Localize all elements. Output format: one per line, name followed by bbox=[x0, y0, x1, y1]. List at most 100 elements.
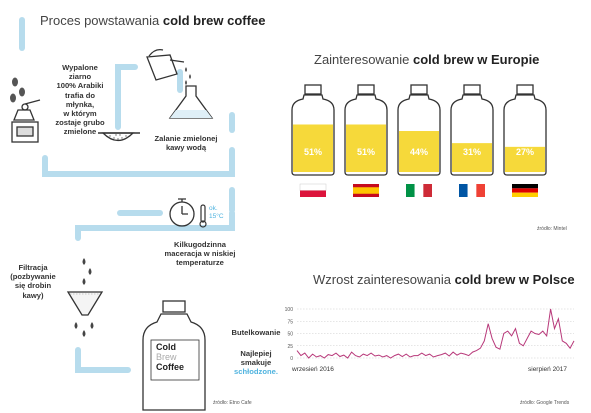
y-tick-label: 50 bbox=[287, 332, 293, 338]
temperature-line: 15°C bbox=[209, 213, 224, 220]
step-water-line: Zalanie zmielonej bbox=[154, 134, 218, 143]
grinder-icon bbox=[11, 99, 41, 143]
step-grind-line: zmielone bbox=[63, 127, 97, 137]
step-filter-line: (pozbywanie bbox=[10, 272, 56, 282]
bottle-cap bbox=[463, 84, 481, 95]
bottle-bar: 51% bbox=[291, 84, 335, 197]
bottle-outline bbox=[344, 94, 388, 176]
step-grind-line: trafia do bbox=[65, 90, 95, 100]
bottle-liquid bbox=[452, 143, 492, 172]
x-end-label: sierpień 2017 bbox=[528, 366, 568, 373]
flag-icon bbox=[459, 184, 485, 197]
process-title-bold: cold brew coffee bbox=[162, 13, 266, 28]
step-serve-line: smakuje bbox=[240, 358, 272, 368]
thermometer-icon bbox=[199, 204, 207, 228]
pipe-to-filter bbox=[75, 210, 235, 241]
timer-icon bbox=[169, 198, 195, 227]
bottle-cap bbox=[304, 84, 322, 95]
bottle-cap bbox=[516, 84, 534, 95]
step-grind-line: 100% Arabiki bbox=[56, 81, 104, 91]
step-maceration-line: maceracja w niskiej bbox=[164, 249, 236, 259]
process-title-text: Proces powstawania bbox=[40, 13, 163, 28]
bottle-liquid bbox=[505, 146, 545, 172]
step-grind-line: zostaje grubo bbox=[55, 118, 105, 128]
step-grind-line: w którym bbox=[63, 109, 97, 119]
process-source: źródło: Etno Cafe bbox=[213, 400, 252, 406]
bottle-label-coffee: Coffee bbox=[156, 362, 185, 372]
flag-icon bbox=[353, 184, 379, 197]
bottle-value-label: 27% bbox=[516, 147, 534, 157]
step-serve-highlight: schłodzone. bbox=[234, 367, 278, 377]
pipe-grinder-to-water bbox=[42, 147, 235, 177]
europe-title-bold: cold brew w Europie bbox=[413, 52, 540, 67]
step-filter-line: się drobin bbox=[14, 281, 52, 291]
bottle-bar: 31% bbox=[450, 84, 494, 197]
y-tick-label: 75 bbox=[287, 319, 293, 325]
y-tick-label: 100 bbox=[285, 307, 294, 313]
poland-title-bold: cold brew w Polsce bbox=[454, 272, 575, 287]
coffee-beans-icon bbox=[10, 77, 25, 103]
step-maceration-line: Kilkugodzinna bbox=[174, 240, 226, 249]
bottle-outline bbox=[503, 94, 547, 176]
step-water-text: Zalanie zmielonej kawy wodą bbox=[140, 134, 232, 152]
filter-cone-icon bbox=[66, 291, 104, 316]
flag-icon bbox=[299, 183, 327, 197]
bottle-liquid bbox=[346, 124, 386, 172]
step-maceration-text: Kilkugodzinna maceracja w niskiej temper… bbox=[150, 240, 250, 268]
bottle-label: Cold Brew Coffee bbox=[156, 342, 184, 372]
bottle-outline bbox=[397, 94, 441, 176]
bottle-value-label: 31% bbox=[463, 147, 481, 157]
y-tick-label: 25 bbox=[287, 344, 293, 350]
bottle-label-cold: Cold bbox=[156, 342, 176, 352]
step-filter-line: kawy) bbox=[22, 290, 44, 300]
water-drops-icon bbox=[185, 67, 191, 85]
bottle-value-label: 44% bbox=[410, 147, 428, 157]
y-tick-label: 0 bbox=[290, 356, 293, 362]
filter-drops-icon bbox=[74, 258, 94, 337]
bottle-bar: 44% bbox=[397, 84, 441, 197]
poland-source: źródło: Google Trends bbox=[520, 400, 570, 406]
flag-icon bbox=[406, 184, 432, 197]
step-filter-text: Filtracja (pozbywanie się drobin kawy) bbox=[8, 263, 58, 300]
step-grind-line: ziarno bbox=[68, 72, 92, 82]
temperature-label: ok. 15°C bbox=[209, 205, 224, 221]
bottle-label-brew: Brew bbox=[156, 352, 177, 362]
x-start-label: wrzesień 2016 bbox=[292, 366, 334, 373]
temperature-line: ok. bbox=[209, 205, 218, 212]
europe-title-text: Zainteresowanie bbox=[314, 52, 413, 67]
bottle-bar: 27% bbox=[503, 84, 547, 197]
cold-brew-bottle-icon bbox=[142, 300, 206, 411]
trend-line bbox=[296, 308, 575, 359]
europe-source: źródło: Mintel bbox=[537, 226, 567, 232]
bottle-outline bbox=[450, 94, 494, 176]
step-serve-line: Najlepiej bbox=[240, 349, 272, 358]
bottle-cap bbox=[410, 84, 428, 95]
step-grind-line: Wypalone bbox=[62, 63, 98, 72]
step-maceration-line: temperaturze bbox=[176, 258, 224, 268]
flag-icon bbox=[512, 184, 538, 197]
bottle-bar: 51% bbox=[344, 84, 388, 197]
flask-icon bbox=[168, 85, 214, 119]
poland-title: Wzrost zainteresowania cold brew w Polsc… bbox=[313, 272, 575, 287]
bottle-liquid bbox=[399, 131, 439, 172]
step-grind-text: Wypalone ziarno 100% Arabiki trafia do m… bbox=[38, 63, 122, 137]
bottle-liquid bbox=[293, 124, 333, 172]
step-filter-line: Filtracja bbox=[18, 263, 48, 272]
step-water-line: kawy wodą bbox=[165, 143, 207, 153]
pipe-grinder-up bbox=[115, 64, 138, 130]
bottle-outline bbox=[291, 94, 335, 176]
sieve-icon bbox=[98, 132, 140, 142]
pipe-to-bottle bbox=[75, 347, 131, 373]
europe-title: Zainteresowanie cold brew w Europie bbox=[314, 52, 539, 67]
kettle-icon bbox=[146, 48, 185, 81]
step-grind-line: młynka, bbox=[65, 99, 95, 109]
step-bottling-text: Butelkowanie bbox=[231, 328, 281, 337]
bottle-value-label: 51% bbox=[357, 147, 375, 157]
bottle-cap bbox=[357, 84, 375, 95]
bottle-value-label: 51% bbox=[304, 147, 322, 157]
poland-title-text: Wzrost zainteresowania bbox=[313, 272, 455, 287]
step-serve-text: Najlepiej smakuje schłodzone. bbox=[222, 349, 290, 377]
